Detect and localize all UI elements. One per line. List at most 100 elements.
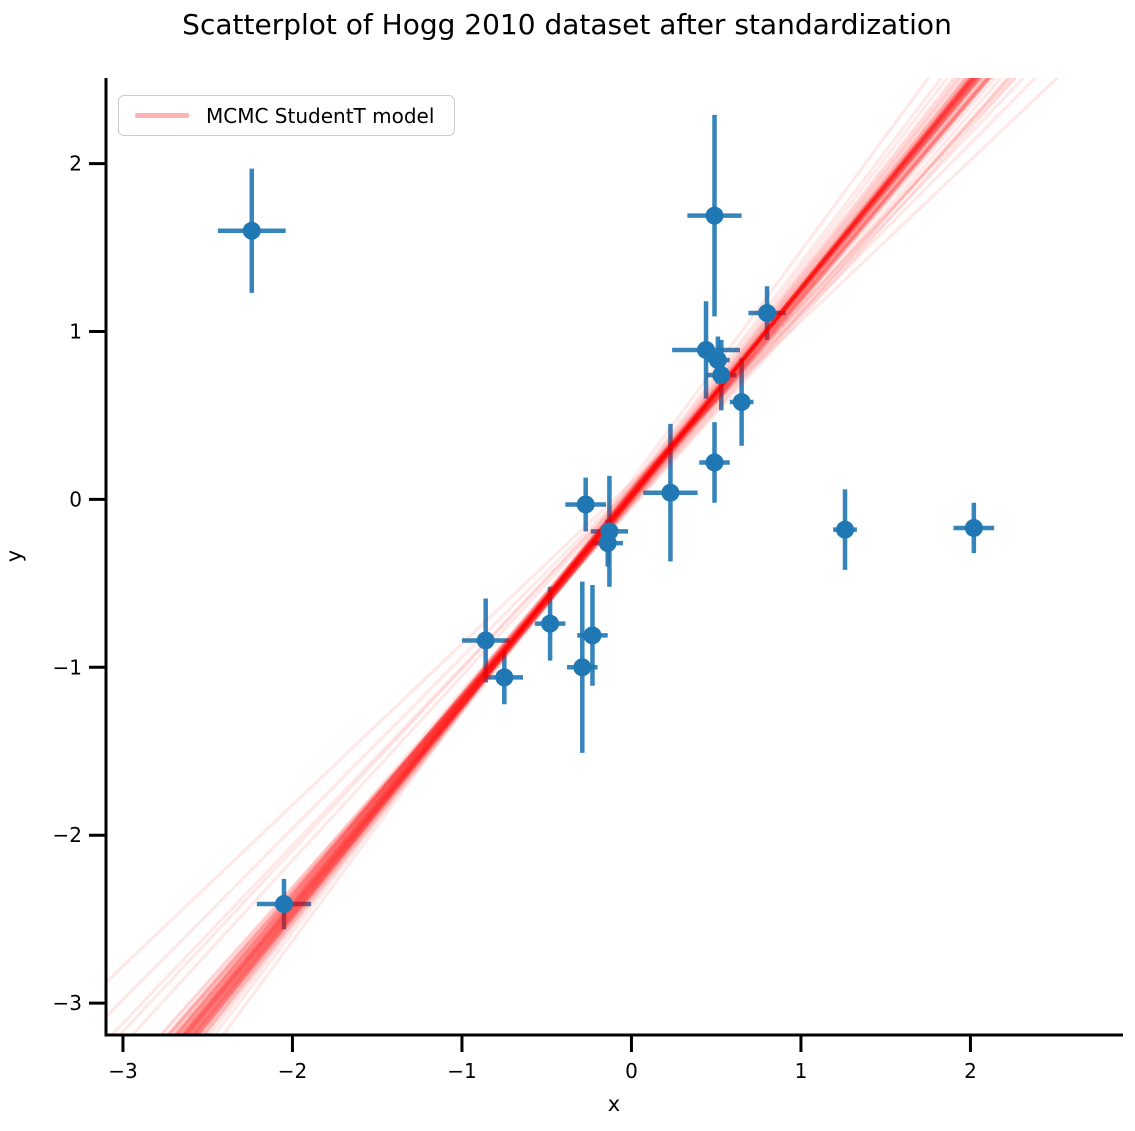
model-line [117,78,1017,1035]
model-line [189,78,973,1035]
model-line [178,78,989,1035]
y-axis-label: y [2,549,26,563]
data-point [541,614,560,633]
data-point [495,668,514,687]
model-line [199,78,958,1035]
model-line [196,78,968,1035]
x-tick-label: 0 [625,1059,638,1083]
legend-label: MCMC StudentT model [206,103,435,128]
model-line [166,78,1004,1035]
model-line [202,78,956,1035]
model-line [200,78,972,1035]
y-tick-label: −3 [53,991,82,1015]
x-axis-label: x [607,1092,621,1116]
model-line [175,78,979,1035]
model-line [196,78,962,1035]
model-line [184,78,974,1035]
model-line [195,78,973,1035]
model-line [182,78,979,1035]
model-line [175,78,979,1035]
data-point [576,495,595,514]
data-point [242,221,261,240]
y-tick-label: 1 [69,320,82,344]
model-line [191,78,969,1035]
model-line [106,78,1060,984]
model-line [178,78,981,1035]
data-point [705,453,724,472]
model-line [184,78,981,1035]
legend-line-swatch [135,113,189,118]
model-line [187,78,977,1035]
model-line [167,78,998,1035]
model-line [185,78,988,1035]
model-line [130,78,1013,1035]
x-tick-label: −1 [447,1059,476,1083]
model-line [190,78,974,1035]
legend: MCMC StudentT model [118,95,456,136]
model-line [181,78,984,1035]
data-point [583,626,602,645]
model-line [182,78,979,1035]
data-point [476,631,495,650]
model-line [109,78,1026,1035]
model-line [195,78,973,1035]
model-line [189,78,973,1035]
model-line [173,78,990,1035]
data-point [758,304,777,323]
model-line [179,78,983,1035]
model-line [191,78,976,1035]
model-line [187,78,977,1035]
y-tick-label: 2 [69,152,82,176]
x-tick-label: −2 [278,1059,307,1083]
model-line [187,78,977,1035]
model-line [190,78,974,1035]
model-line [183,78,980,1035]
data-point [705,206,724,225]
model-line [173,78,983,1035]
model-line [172,78,989,1035]
y-tick-label: −1 [53,655,82,679]
data-point [836,520,855,539]
model-line [185,78,976,1035]
model-line [165,78,989,1035]
model-line [106,78,1038,1018]
model-line [193,78,977,1035]
data-point [274,895,293,914]
model-line [194,78,972,1035]
model-line [174,78,992,1035]
x-tick-label: −3 [108,1059,137,1083]
chart-title: Scatterplot of Hogg 2010 dataset after s… [182,8,952,41]
model-line [174,78,992,1035]
model-line [178,78,981,1035]
model-line [191,78,981,1035]
data-point [661,483,680,502]
model-line [180,78,977,1035]
model-line [196,78,974,1035]
model-line [207,78,950,1035]
model-line [203,78,969,1035]
x-tick-label: 1 [795,1059,808,1083]
model-line [179,78,976,1035]
model-line [168,78,992,1035]
model-lines-layer [106,78,1060,1035]
model-line [221,78,931,1035]
model-line [187,78,984,1035]
model-line [169,78,993,1035]
data-point [708,351,727,370]
data-point [600,522,619,541]
model-line [201,78,961,1035]
model-line [185,78,976,1035]
model-line [182,78,979,1035]
model-line [191,78,969,1035]
data-points-layer [242,206,983,914]
model-line [173,78,983,1035]
data-point [573,658,592,677]
y-tick-label: 0 [69,487,82,511]
data-point [697,340,716,359]
data-point [732,393,751,412]
data-point [964,518,983,537]
model-line [191,78,976,1035]
model-line [212,78,944,1035]
